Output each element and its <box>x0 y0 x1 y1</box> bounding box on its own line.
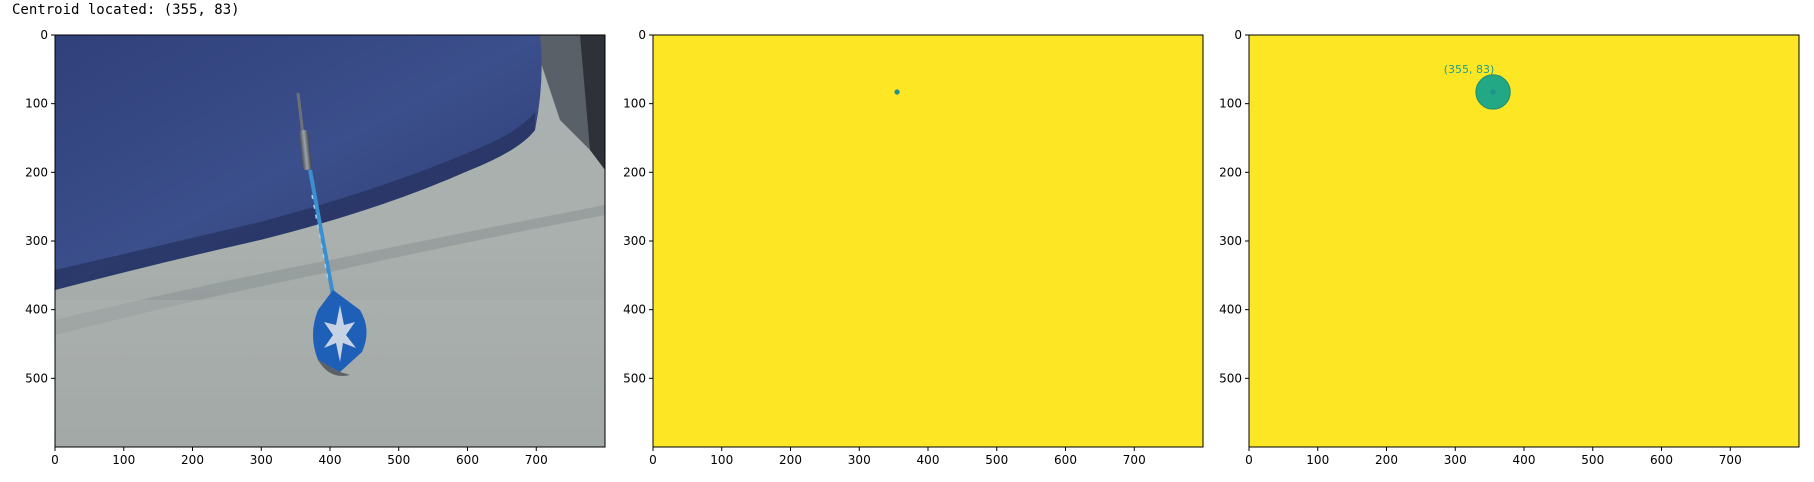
centroid-output-text: Centroid located: (355, 83) <box>12 2 240 18</box>
x-tick-label: 100 <box>1306 453 1329 467</box>
panel-photo: 0 100 200 300 400 500 600 700 0 100 200 300 400 500 <box>25 28 606 467</box>
x-tick-label: 700 <box>525 453 548 467</box>
centroid-annotation: (355, 83) <box>1444 63 1495 76</box>
mask-marks <box>894 89 900 95</box>
y-tick-label: 0 <box>638 28 646 42</box>
x-tick-label: 200 <box>779 453 802 467</box>
x-tick-label: 500 <box>985 453 1008 467</box>
photo-image <box>55 35 605 447</box>
dart <box>296 92 367 376</box>
annotated-image <box>1249 35 1799 447</box>
y-tick-label: 400 <box>25 303 48 317</box>
x-axis-ticks: 0 100 200 300 400 500 600 700 <box>649 447 1146 467</box>
panel-mask: 0 100 200 300 400 500 600 700 0 100 200 300 400 500 <box>623 28 1204 467</box>
x-tick-label: 200 <box>181 453 204 467</box>
annotated-marks <box>1475 74 1511 110</box>
centroid-dot <box>1490 89 1496 95</box>
x-tick-label: 400 <box>319 453 342 467</box>
centroid-dot <box>894 89 900 95</box>
x-tick-label: 300 <box>848 453 871 467</box>
y-axis-ticks: 0 100 200 300 400 500 <box>25 28 55 385</box>
panel-annotated: (355, 83) 0 100 200 300 400 500 600 700 0 100 200… <box>1219 28 1800 467</box>
x-tick-label: 400 <box>917 453 940 467</box>
x-tick-label: 500 <box>1581 453 1604 467</box>
y-tick-label: 0 <box>1234 28 1242 42</box>
y-tick-label: 100 <box>1219 97 1242 111</box>
x-tick-label: 500 <box>387 453 410 467</box>
x-tick-label: 300 <box>250 453 273 467</box>
y-tick-label: 100 <box>623 97 646 111</box>
y-tick-label: 400 <box>623 303 646 317</box>
y-tick-label: 300 <box>623 234 646 248</box>
y-tick-label: 500 <box>623 371 646 385</box>
x-axis-ticks: 0 100 200 300 400 500 600 700 <box>51 447 548 467</box>
y-tick-label: 300 <box>25 234 48 248</box>
y-tick-label: 200 <box>623 165 646 179</box>
x-tick-label: 0 <box>51 453 59 467</box>
y-tick-label: 500 <box>25 371 48 385</box>
x-tick-label: 100 <box>112 453 135 467</box>
y-tick-label: 500 <box>1219 371 1242 385</box>
y-tick-label: 200 <box>25 165 48 179</box>
y-tick-label: 300 <box>1219 234 1242 248</box>
y-tick-label: 400 <box>1219 303 1242 317</box>
y-axis-ticks: 0 100 200 300 400 500 <box>1219 28 1249 385</box>
x-tick-label: 200 <box>1375 453 1398 467</box>
x-tick-label: 300 <box>1444 453 1467 467</box>
x-axis-ticks: 0 100 200 300 400 500 600 700 <box>1245 447 1742 467</box>
x-tick-label: 700 <box>1719 453 1742 467</box>
y-tick-label: 100 <box>25 97 48 111</box>
y-axis-ticks: 0 100 200 300 400 500 <box>623 28 653 385</box>
x-tick-label: 600 <box>1650 453 1673 467</box>
x-tick-label: 700 <box>1123 453 1146 467</box>
y-tick-label: 200 <box>1219 165 1242 179</box>
y-tick-label: 0 <box>40 28 48 42</box>
x-tick-label: 600 <box>1054 453 1077 467</box>
x-tick-label: 400 <box>1513 453 1536 467</box>
x-tick-label: 600 <box>456 453 479 467</box>
x-tick-label: 0 <box>1245 453 1253 467</box>
x-tick-label: 0 <box>649 453 657 467</box>
mask-image <box>653 35 1203 447</box>
x-tick-label: 100 <box>710 453 733 467</box>
